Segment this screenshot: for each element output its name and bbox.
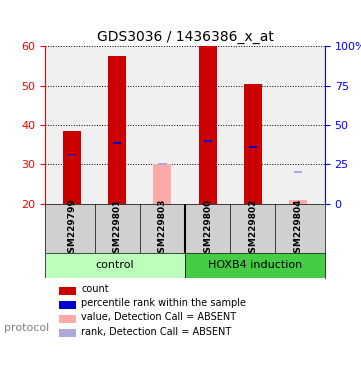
Text: GSM229799: GSM229799 — [68, 198, 77, 259]
Bar — [113, 142, 121, 144]
Text: protocol: protocol — [4, 323, 49, 333]
Bar — [158, 163, 166, 166]
Bar — [59, 329, 76, 337]
Text: GSM229803: GSM229803 — [158, 198, 167, 258]
Bar — [204, 140, 212, 142]
Bar — [63, 131, 81, 204]
Title: GDS3036 / 1436386_x_at: GDS3036 / 1436386_x_at — [97, 30, 273, 44]
Text: rank, Detection Call = ABSENT: rank, Detection Call = ABSENT — [82, 326, 232, 336]
Text: percentile rank within the sample: percentile rank within the sample — [82, 298, 247, 308]
Bar — [249, 146, 257, 147]
Text: value, Detection Call = ABSENT: value, Detection Call = ABSENT — [82, 313, 236, 323]
Text: GSM229802: GSM229802 — [248, 198, 257, 258]
Bar — [68, 154, 76, 156]
Bar — [108, 56, 126, 204]
Bar — [199, 46, 217, 204]
Bar — [294, 171, 302, 173]
Text: GSM229800: GSM229800 — [203, 198, 212, 258]
Bar — [59, 315, 76, 323]
Text: count: count — [82, 284, 109, 294]
FancyBboxPatch shape — [45, 253, 185, 278]
Bar — [289, 200, 307, 204]
Text: GSM229801: GSM229801 — [113, 198, 122, 258]
Text: control: control — [96, 260, 134, 270]
FancyBboxPatch shape — [185, 253, 325, 278]
Text: GSM229804: GSM229804 — [293, 198, 302, 259]
Text: HOXB4 induction: HOXB4 induction — [208, 260, 302, 270]
Bar — [59, 287, 76, 295]
Bar — [244, 84, 262, 204]
Bar — [153, 164, 171, 204]
Bar — [59, 301, 76, 309]
